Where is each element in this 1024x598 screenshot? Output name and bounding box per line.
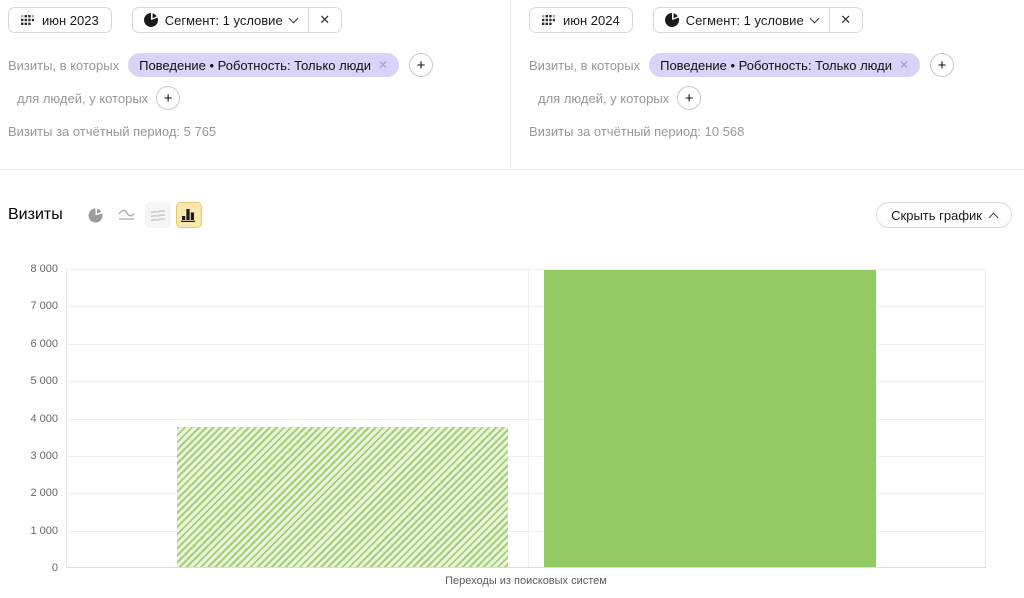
- line-chart-type-button[interactable]: [114, 202, 140, 228]
- date-picker-button-b[interactable]: июн 2024: [529, 7, 633, 33]
- visits-in-which-label: Визиты, в которых: [529, 57, 641, 73]
- bar-chart-icon: [181, 208, 196, 222]
- bar-chart-type-button[interactable]: [175, 202, 202, 228]
- line-chart-icon: [118, 209, 135, 220]
- date-label: июн 2024: [563, 12, 620, 28]
- chevron-down-icon: [288, 13, 299, 23]
- period-summary-b: Визиты за отчётный период: 10 568: [529, 124, 745, 139]
- y-axis-tick-label: 3 000: [30, 449, 58, 462]
- segment-label: Сегмент: 1 условие: [685, 12, 804, 28]
- bar-июн-2024[interactable]: [544, 269, 876, 567]
- visits-in-which-label: Визиты, в которых: [8, 57, 120, 73]
- calendar-icon: [21, 14, 34, 26]
- y-gridline: [67, 269, 985, 270]
- pie-chart-icon: [664, 13, 679, 27]
- y-axis-tick-label: 4 000: [30, 412, 58, 425]
- bar-июн-2023[interactable]: [177, 426, 508, 567]
- add-visit-condition-button-b[interactable]: +: [930, 53, 955, 77]
- chip-close-icon[interactable]: ✕: [898, 58, 910, 72]
- y-gridline: [67, 306, 985, 308]
- chart-title: Визиты: [8, 206, 63, 223]
- y-gridline: [67, 418, 985, 420]
- hide-chart-button[interactable]: Скрыть график: [876, 202, 1012, 228]
- y-gridline: [67, 381, 985, 383]
- calendar-icon: [542, 14, 555, 26]
- area-chart-icon: [150, 209, 166, 222]
- y-gridline: [67, 493, 985, 495]
- segment-remove-button-b[interactable]: ✕: [828, 8, 862, 32]
- segment-panel-a: июн 2023 Сегмент: 1 условие ✕ Визиты: [0, 0, 511, 169]
- for-people-label: для людей, у которых: [538, 90, 670, 106]
- segment-dropdown-a[interactable]: Сегмент: 1 условие: [133, 8, 308, 32]
- add-people-condition-button-a[interactable]: +: [156, 86, 181, 110]
- visits-bar-chart: Переходы из поисковых систем 0 1 000 2 000…: [0, 263, 1024, 598]
- y-axis-tick-label: 1 000: [30, 524, 58, 537]
- plot-area: [66, 269, 986, 568]
- y-gridline: [67, 343, 985, 345]
- period-summary-a: Визиты за отчётный период: 5 765: [8, 124, 217, 139]
- chip-close-icon[interactable]: ✕: [377, 58, 389, 72]
- date-picker-button-a[interactable]: июн 2023: [8, 7, 112, 33]
- y-axis-tick-label: 6 000: [30, 337, 58, 350]
- add-people-condition-button-b[interactable]: +: [677, 86, 702, 110]
- y-axis-tick-label: 2 000: [30, 487, 58, 500]
- area-chart-type-button[interactable]: [144, 202, 171, 228]
- chevron-up-icon: [988, 212, 999, 222]
- y-gridline: [67, 455, 985, 457]
- segment-control-b: Сегмент: 1 условие ✕: [652, 7, 863, 33]
- condition-chip-b[interactable]: Поведение • Роботность: Только люди ✕: [649, 53, 921, 77]
- segment-dropdown-b[interactable]: Сегмент: 1 условие: [654, 8, 829, 32]
- segment-label: Сегмент: 1 условие: [164, 12, 283, 28]
- y-axis-tick-label: 7 000: [30, 300, 58, 313]
- y-axis-tick-label: 5 000: [30, 375, 58, 388]
- condition-chip-a[interactable]: Поведение • Роботность: Только люди ✕: [128, 53, 400, 77]
- y-axis-tick-label: 8 000: [30, 263, 58, 275]
- date-label: июн 2023: [42, 12, 99, 28]
- y-gridline: [67, 530, 985, 532]
- hide-chart-label: Скрыть график: [891, 207, 982, 223]
- condition-chip-text: Поведение • Роботность: Только люди: [139, 57, 371, 73]
- segment-control-a: Сегмент: 1 условие ✕: [131, 7, 342, 33]
- pie-chart-icon: [143, 13, 158, 27]
- pie-chart-type-button[interactable]: [83, 202, 109, 228]
- segment-remove-button-a[interactable]: ✕: [307, 8, 341, 32]
- pie-chart-icon: [88, 208, 103, 222]
- add-visit-condition-button-a[interactable]: +: [409, 53, 434, 77]
- chart-type-switcher: [83, 202, 202, 228]
- category-gridline: [528, 269, 529, 567]
- comparison-panels: июн 2023 Сегмент: 1 условие ✕ Визиты: [0, 0, 1024, 170]
- for-people-label: для людей, у которых: [17, 90, 149, 106]
- condition-chip-text: Поведение • Роботность: Только люди: [660, 57, 892, 73]
- chevron-down-icon: [809, 13, 820, 23]
- y-axis-tick-label: 0: [51, 562, 58, 574]
- x-axis-category-label: Переходы из поисковых систем: [445, 575, 607, 587]
- chart-header: Визиты: [8, 201, 1012, 229]
- segment-panel-b: июн 2024 Сегмент: 1 условие ✕ Визиты: [511, 0, 1023, 169]
